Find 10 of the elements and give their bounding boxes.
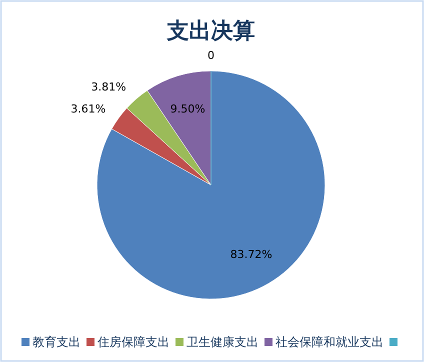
legend-label: 卫生健康支出: [186, 335, 258, 349]
legend-label: 社会保障和就业支出: [276, 335, 384, 349]
legend-label: 教育支出: [32, 335, 80, 349]
data-label: 3.61%: [70, 102, 106, 116]
chart-title: 支出决算: [166, 18, 255, 44]
data-label: 3.81%: [91, 80, 126, 94]
legend-label: 住房保障支出: [96, 335, 170, 349]
data-label: 9.50%: [170, 102, 206, 116]
data-label: 83.72%: [230, 248, 272, 261]
text: 0: [208, 49, 214, 62]
